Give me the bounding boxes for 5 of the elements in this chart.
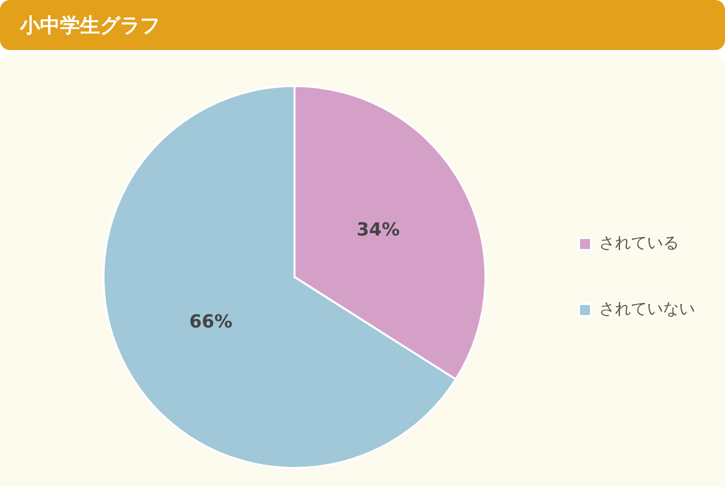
data-label: 66% xyxy=(189,312,232,333)
data-label: 34% xyxy=(356,220,400,241)
chart-title: 小中学生グラフ xyxy=(0,0,725,50)
legend-label: されていない xyxy=(599,299,695,318)
legend-label: されている xyxy=(599,233,679,252)
